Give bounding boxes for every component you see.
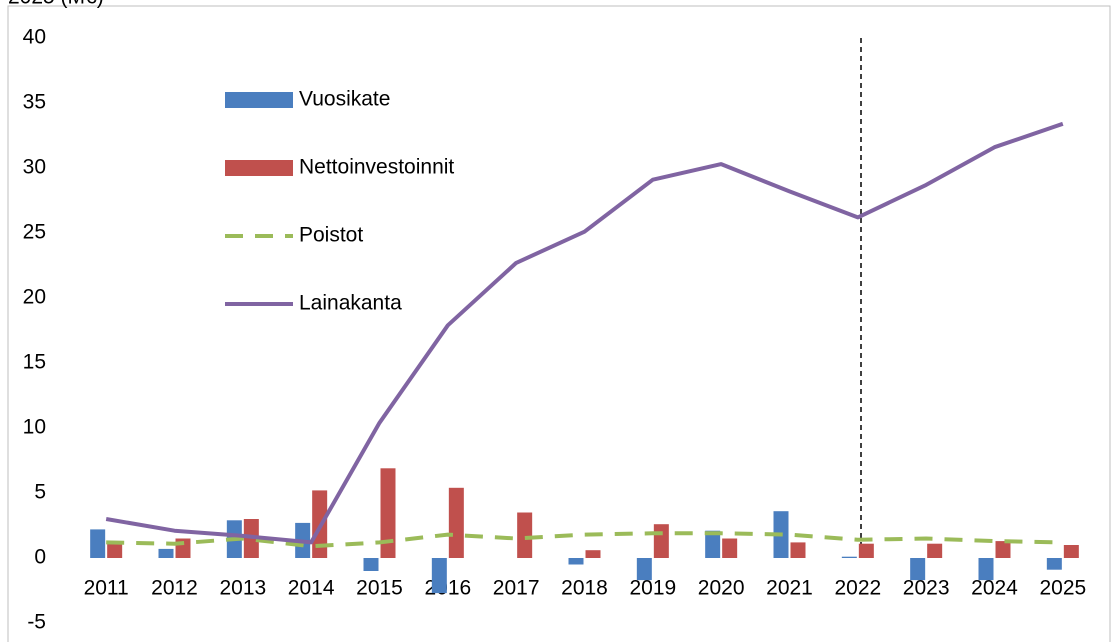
x-tick-label: 2020 xyxy=(698,577,745,600)
y-tick-label: -5 xyxy=(27,611,46,634)
x-tick-label: 2021 xyxy=(766,577,813,600)
bar xyxy=(107,541,123,558)
bar xyxy=(927,543,943,558)
chart-frame xyxy=(7,5,1111,642)
y-tick-label: 25 xyxy=(23,221,46,244)
bar xyxy=(363,558,379,571)
x-tick-label: 2023 xyxy=(903,577,950,600)
bar xyxy=(1063,545,1079,558)
y-tick-label: 40 xyxy=(23,26,46,49)
bar xyxy=(841,556,857,558)
chart-title: 2025 (M€) xyxy=(8,0,104,9)
x-tick-label: 2016 xyxy=(424,577,471,600)
bar xyxy=(653,524,669,558)
bar xyxy=(431,558,447,594)
line-series xyxy=(106,531,1063,549)
bar xyxy=(1046,558,1062,570)
bar xyxy=(995,541,1011,558)
x-tick-label: 2017 xyxy=(493,577,540,600)
legend-swatch xyxy=(225,92,293,108)
x-tick-label: 2018 xyxy=(561,577,608,600)
legend-label: Lainakanta xyxy=(299,292,402,315)
bar xyxy=(978,558,994,581)
bar xyxy=(585,550,601,558)
x-tick-label: 2024 xyxy=(971,577,1018,600)
y-tick-label: 0 xyxy=(34,546,46,569)
bar xyxy=(448,487,464,558)
legend-swatch xyxy=(225,160,293,176)
y-tick-label: 30 xyxy=(23,156,46,179)
y-tick-label: 20 xyxy=(23,286,46,309)
bar xyxy=(90,529,106,558)
bar xyxy=(158,548,174,558)
y-tick-label: 5 xyxy=(34,481,46,504)
legend-label: Nettoinvestoinnit xyxy=(299,156,454,179)
x-tick-label: 2025 xyxy=(1039,577,1086,600)
bar xyxy=(568,558,584,565)
x-tick-label: 2011 xyxy=(84,577,129,600)
bar xyxy=(380,468,396,558)
bar xyxy=(790,542,806,558)
y-tick-label: 15 xyxy=(23,351,46,374)
bar xyxy=(517,512,533,558)
line-series xyxy=(105,121,1064,545)
bar xyxy=(910,558,926,581)
x-tick-label: 2014 xyxy=(288,577,335,600)
y-tick-label: 35 xyxy=(23,91,46,114)
x-tick-label: 2013 xyxy=(219,577,266,600)
bar xyxy=(636,558,652,581)
legend-label: Vuosikate xyxy=(299,88,390,111)
x-tick-label: 2012 xyxy=(151,577,198,600)
bar xyxy=(858,543,874,558)
x-tick-label: 2022 xyxy=(834,577,881,600)
x-tick-label: 2015 xyxy=(356,577,403,600)
bar xyxy=(705,530,721,558)
x-tick-label: 2019 xyxy=(629,577,676,600)
legend-label: Poistot xyxy=(299,224,363,247)
bar xyxy=(722,538,738,558)
y-tick-label: 10 xyxy=(23,416,46,439)
